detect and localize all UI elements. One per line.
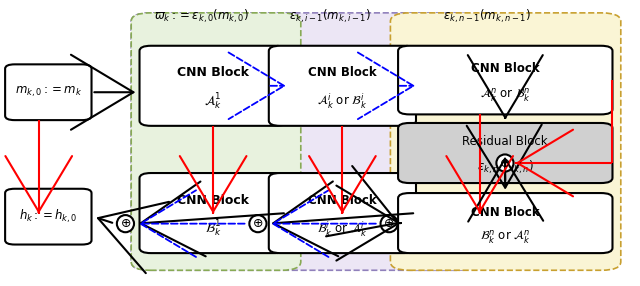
FancyBboxPatch shape [5,64,92,120]
FancyBboxPatch shape [140,173,287,253]
FancyBboxPatch shape [131,13,477,270]
Text: $\mathcal{B}_k^1$: $\mathcal{B}_k^1$ [205,219,221,239]
FancyArrowPatch shape [516,130,573,196]
Text: CNN Block: CNN Block [308,194,377,207]
FancyBboxPatch shape [398,193,612,253]
Text: $\mathcal{A}_k^1$: $\mathcal{A}_k^1$ [204,92,222,112]
Text: CNN Block: CNN Block [177,66,249,80]
FancyBboxPatch shape [398,123,612,183]
Text: $\epsilon_{k,i-1}(m_{k,i-1})$: $\epsilon_{k,i-1}(m_{k,i-1})$ [289,7,371,25]
Text: $m_{k,0} := m_k$: $m_{k,0} := m_k$ [15,85,82,100]
FancyArrowPatch shape [228,52,284,119]
FancyBboxPatch shape [269,173,416,253]
FancyArrowPatch shape [468,55,543,118]
FancyArrowPatch shape [273,181,413,256]
FancyBboxPatch shape [269,46,416,126]
FancyArrowPatch shape [467,125,541,188]
Text: $\epsilon_{k,n}(m_{k,n})$: $\epsilon_{k,n}(m_{k,n})$ [477,159,534,176]
FancyArrowPatch shape [140,190,244,257]
Text: Residual Block: Residual Block [463,135,548,148]
Text: $\mathcal{B}_k^i$ or $\mathcal{A}_k^i$: $\mathcal{B}_k^i$ or $\mathcal{A}_k^i$ [317,219,367,239]
Text: $\mathcal{A}_k^n$ or $\mathcal{B}_k^n$: $\mathcal{A}_k^n$ or $\mathcal{B}_k^n$ [480,86,531,104]
FancyArrowPatch shape [446,156,513,212]
FancyBboxPatch shape [140,46,287,126]
Text: $\mathcal{B}_k^n$ or $\mathcal{A}_k^n$: $\mathcal{B}_k^n$ or $\mathcal{A}_k^n$ [480,228,531,246]
FancyArrowPatch shape [71,55,133,130]
Ellipse shape [381,215,397,232]
FancyBboxPatch shape [398,46,612,114]
Text: CNN Block: CNN Block [471,61,540,75]
FancyArrowPatch shape [326,166,398,236]
FancyArrowPatch shape [141,182,284,256]
Text: CNN Block: CNN Block [308,66,377,80]
Ellipse shape [250,215,266,232]
Text: $\oplus$: $\oplus$ [120,217,131,230]
FancyBboxPatch shape [5,189,92,245]
Ellipse shape [497,154,513,172]
Text: CNN Block: CNN Block [471,206,540,219]
Text: $\oplus$: $\oplus$ [499,156,511,170]
FancyArrowPatch shape [273,190,376,257]
FancyArrowPatch shape [468,159,543,222]
FancyArrowPatch shape [180,156,246,212]
FancyArrowPatch shape [98,202,169,273]
FancyArrowPatch shape [337,186,401,261]
Text: $\oplus$: $\oplus$ [383,217,395,230]
FancyBboxPatch shape [390,13,621,270]
FancyBboxPatch shape [131,13,301,270]
Text: CNN Block: CNN Block [177,194,249,207]
Ellipse shape [117,215,134,232]
Text: $h_k := h_{k,0}$: $h_k := h_{k,0}$ [19,208,77,225]
Text: $\epsilon_{k,n-1}(m_{k,n-1})$: $\epsilon_{k,n-1}(m_{k,n-1})$ [442,7,531,25]
FancyArrowPatch shape [309,156,376,212]
FancyArrowPatch shape [5,156,72,212]
FancyArrowPatch shape [358,52,413,119]
Text: $\oplus$: $\oplus$ [252,217,264,230]
Text: $\mathcal{A}_k^i$ or $\mathcal{B}_k^i$: $\mathcal{A}_k^i$ or $\mathcal{B}_k^i$ [317,92,367,111]
Text: $\varpi_k := \epsilon_{k,0}(m_{k,0})$: $\varpi_k := \epsilon_{k,0}(m_{k,0})$ [154,7,249,25]
